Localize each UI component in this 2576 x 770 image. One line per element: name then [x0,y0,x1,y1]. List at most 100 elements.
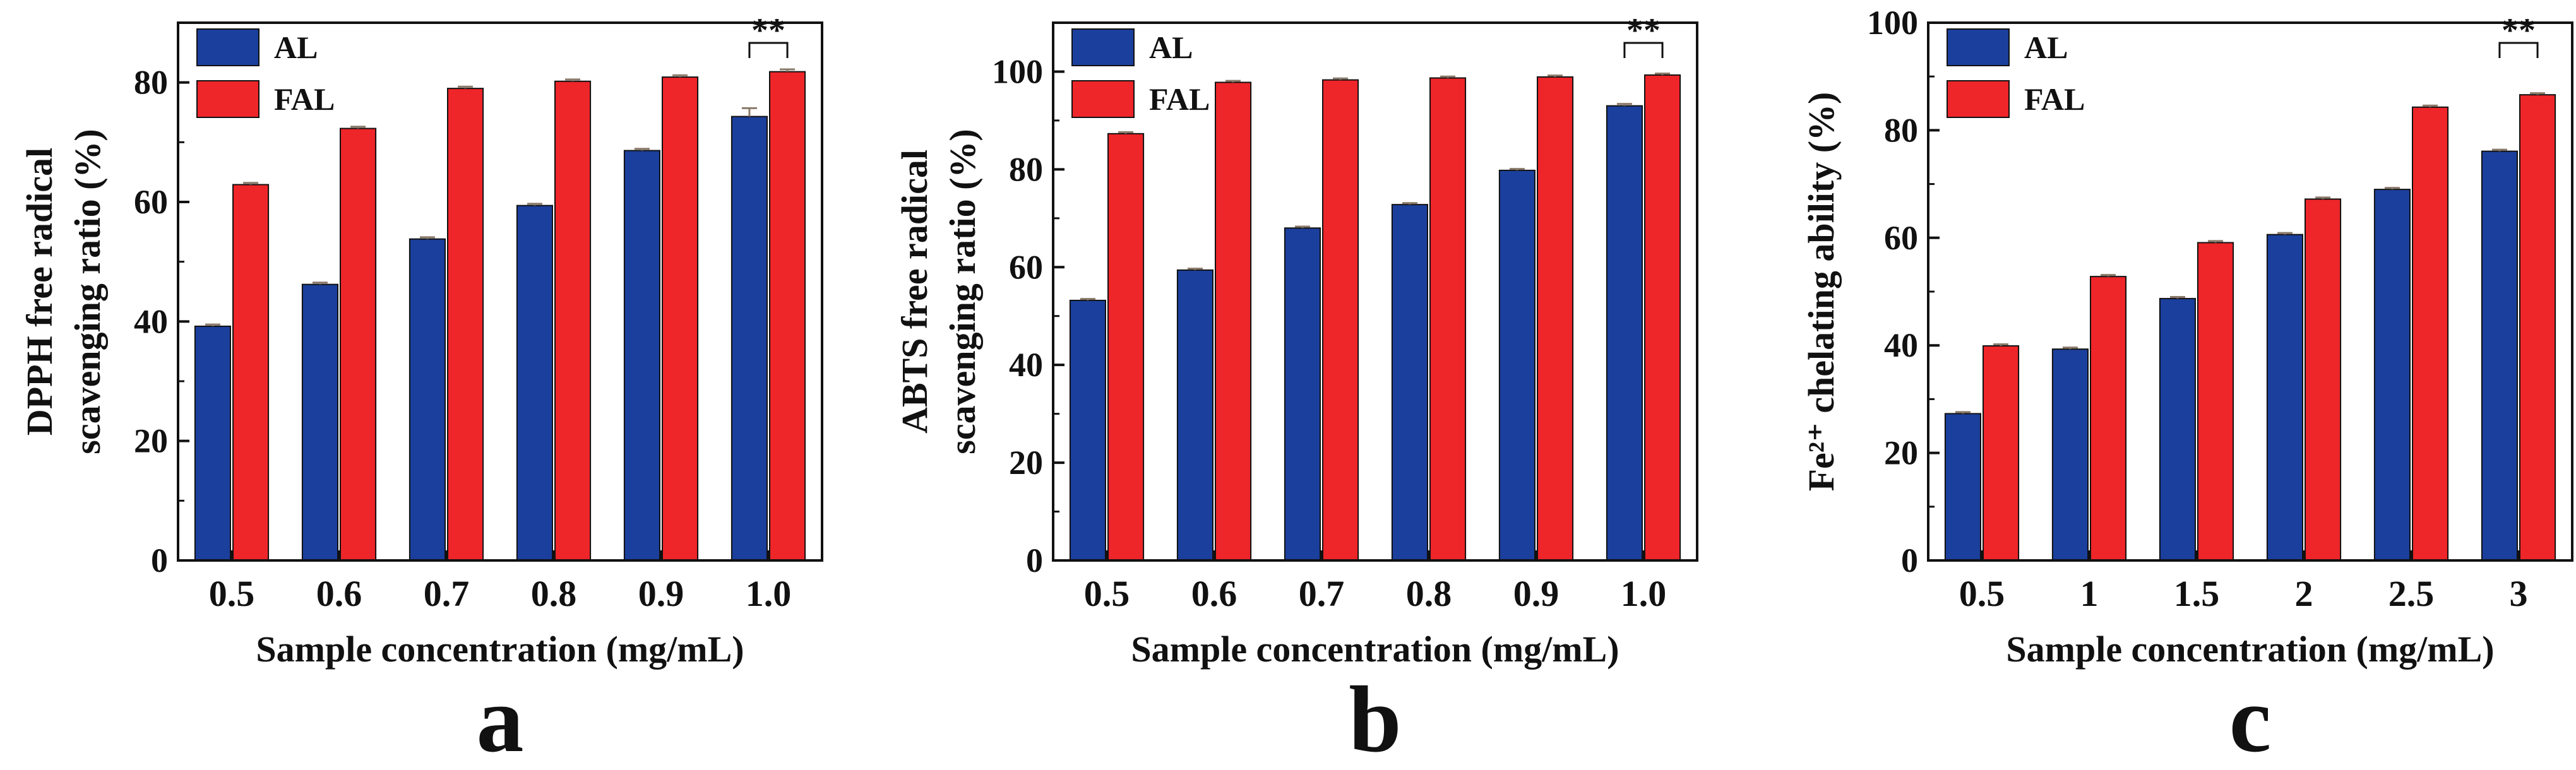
x-tick-label: 3 [2510,573,2528,614]
bar-fal-0.5 [232,184,270,561]
x-axis-title: Sample concentration (mg/mL) [1131,629,1619,670]
bar-al-0.6 [301,283,338,561]
bar-al-0.7 [1284,227,1321,561]
y-tick-label: 0 [1026,542,1043,579]
x-axis-title: Sample concentration (mg/mL) [2006,629,2494,670]
bar-al-0.8 [516,204,554,561]
panel-label: b [1349,667,1401,770]
bar-fal-1.5 [2197,242,2234,561]
panel-label: a [477,667,524,770]
y-tick-label: 60 [134,183,168,221]
significance-bracket [2498,42,2539,58]
x-tick-label: 1 [2080,573,2099,614]
bar-al-0.8 [1391,204,1428,561]
plot-frame [177,21,823,562]
x-tick-label: 0.9 [638,573,684,614]
legend-label-al: AL [2024,30,2068,65]
x-tick-label: 0.8 [1406,573,1452,614]
x-tick-label: 2 [2295,573,2313,614]
y-axis-title: scavenging ratio (%) [67,129,108,454]
bar-al-1.0 [730,116,768,562]
bar-al-2 [2266,234,2303,561]
bar-fal-0.6 [1215,81,1252,561]
bar-al-2.5 [2373,189,2411,561]
y-tick-label: 60 [1009,248,1043,286]
bar-fal-1 [2090,276,2127,561]
bar-fal-1.0 [1644,74,1681,562]
chart-panel-c: 0 20 40 60 80 100 0.5 1 1.5 2 2.5 3 Sample concentra… [1801,4,2573,770]
bar-al-0.9 [1498,169,1535,561]
legend-label-fal: FAL [2024,81,2085,117]
y-tick-label: 60 [1884,219,1918,257]
bar-al-0.5 [1944,413,1981,561]
legend-swatch-fal [196,80,259,118]
y-axis-title: DPPH free radical [19,148,60,435]
x-tick-label: 0.7 [1299,573,1345,614]
x-tick-label: 0.6 [316,573,362,614]
bar-fal-3 [2519,94,2556,561]
x-tick-label: 0.5 [209,573,255,614]
bar-fal-2 [2305,198,2342,561]
x-tick-label: 0.8 [531,573,577,614]
y-tick-label: 80 [1009,150,1043,188]
legend-swatch-al [1947,28,2010,66]
x-tick-label: 0.5 [1959,573,2005,614]
bar-al-0.9 [623,150,661,561]
bar-fal-0.9 [662,76,699,561]
legend-swatch-fal [1947,80,2010,118]
bar-fal-0.5 [1107,133,1145,561]
y-tick-label: 0 [1901,542,1918,579]
bar-al-3 [2481,150,2518,562]
plot-frame [1052,21,1698,562]
y-axis-title: ABTS free radical [894,150,935,434]
y-tick-label: 20 [1884,434,1918,472]
significance-stars: ** [751,11,785,49]
y-tick-label: 40 [1884,326,1918,364]
y-tick-label: 100 [1867,4,1918,42]
x-axis-title: Sample concentration (mg/mL) [256,629,744,670]
y-tick-label: 40 [134,302,168,340]
bar-al-1.0 [1606,105,1643,561]
bar-fal-0.9 [1537,76,1574,561]
bar-al-1 [2051,348,2089,561]
bar-fal-0.8 [1429,77,1467,562]
legend-label-fal: FAL [274,81,335,117]
bar-fal-0.7 [447,88,484,561]
x-tick-label: 0.9 [1513,573,1559,614]
significance-stars: ** [1626,11,1661,49]
bar-al-0.5 [1069,299,1107,561]
significance-bracket [1623,42,1664,58]
legend-swatch-al [196,28,259,66]
legend-label-fal: FAL [1149,81,1210,117]
legend-label-al: AL [1149,30,1193,65]
significance-bracket [748,42,789,58]
x-tick-label: 0.6 [1191,573,1237,614]
panel-label: c [2229,667,2272,770]
legend-swatch-fal [1071,80,1135,118]
bar-fal-0.5 [1983,345,2020,561]
bar-fal-0.8 [554,80,592,562]
bar-fal-0.6 [340,127,377,561]
legend-label-al: AL [274,30,318,65]
x-tick-label: 0.7 [424,573,470,614]
bar-al-0.6 [1176,269,1214,561]
legend-swatch-al [1071,28,1135,66]
bar-fal-1.0 [769,71,806,562]
x-tick-label: 0.5 [1084,573,1130,614]
y-axis-title: Fe²⁺ chelating ability (%) [1801,92,1842,492]
y-tick-label: 20 [1009,444,1043,482]
bar-fal-2.5 [2412,106,2449,562]
y-tick-label: 80 [1884,111,1918,149]
y-tick-label: 80 [134,64,168,102]
x-tick-label: 1.0 [1621,573,1667,614]
y-tick-label: 40 [1009,346,1043,384]
significance-stars: ** [2501,11,2536,49]
bar-al-0.5 [194,325,231,561]
x-tick-label: 1.0 [746,573,792,614]
y-tick-label: 20 [134,422,168,460]
bar-al-0.7 [408,238,446,561]
bar-fal-0.7 [1322,79,1359,561]
